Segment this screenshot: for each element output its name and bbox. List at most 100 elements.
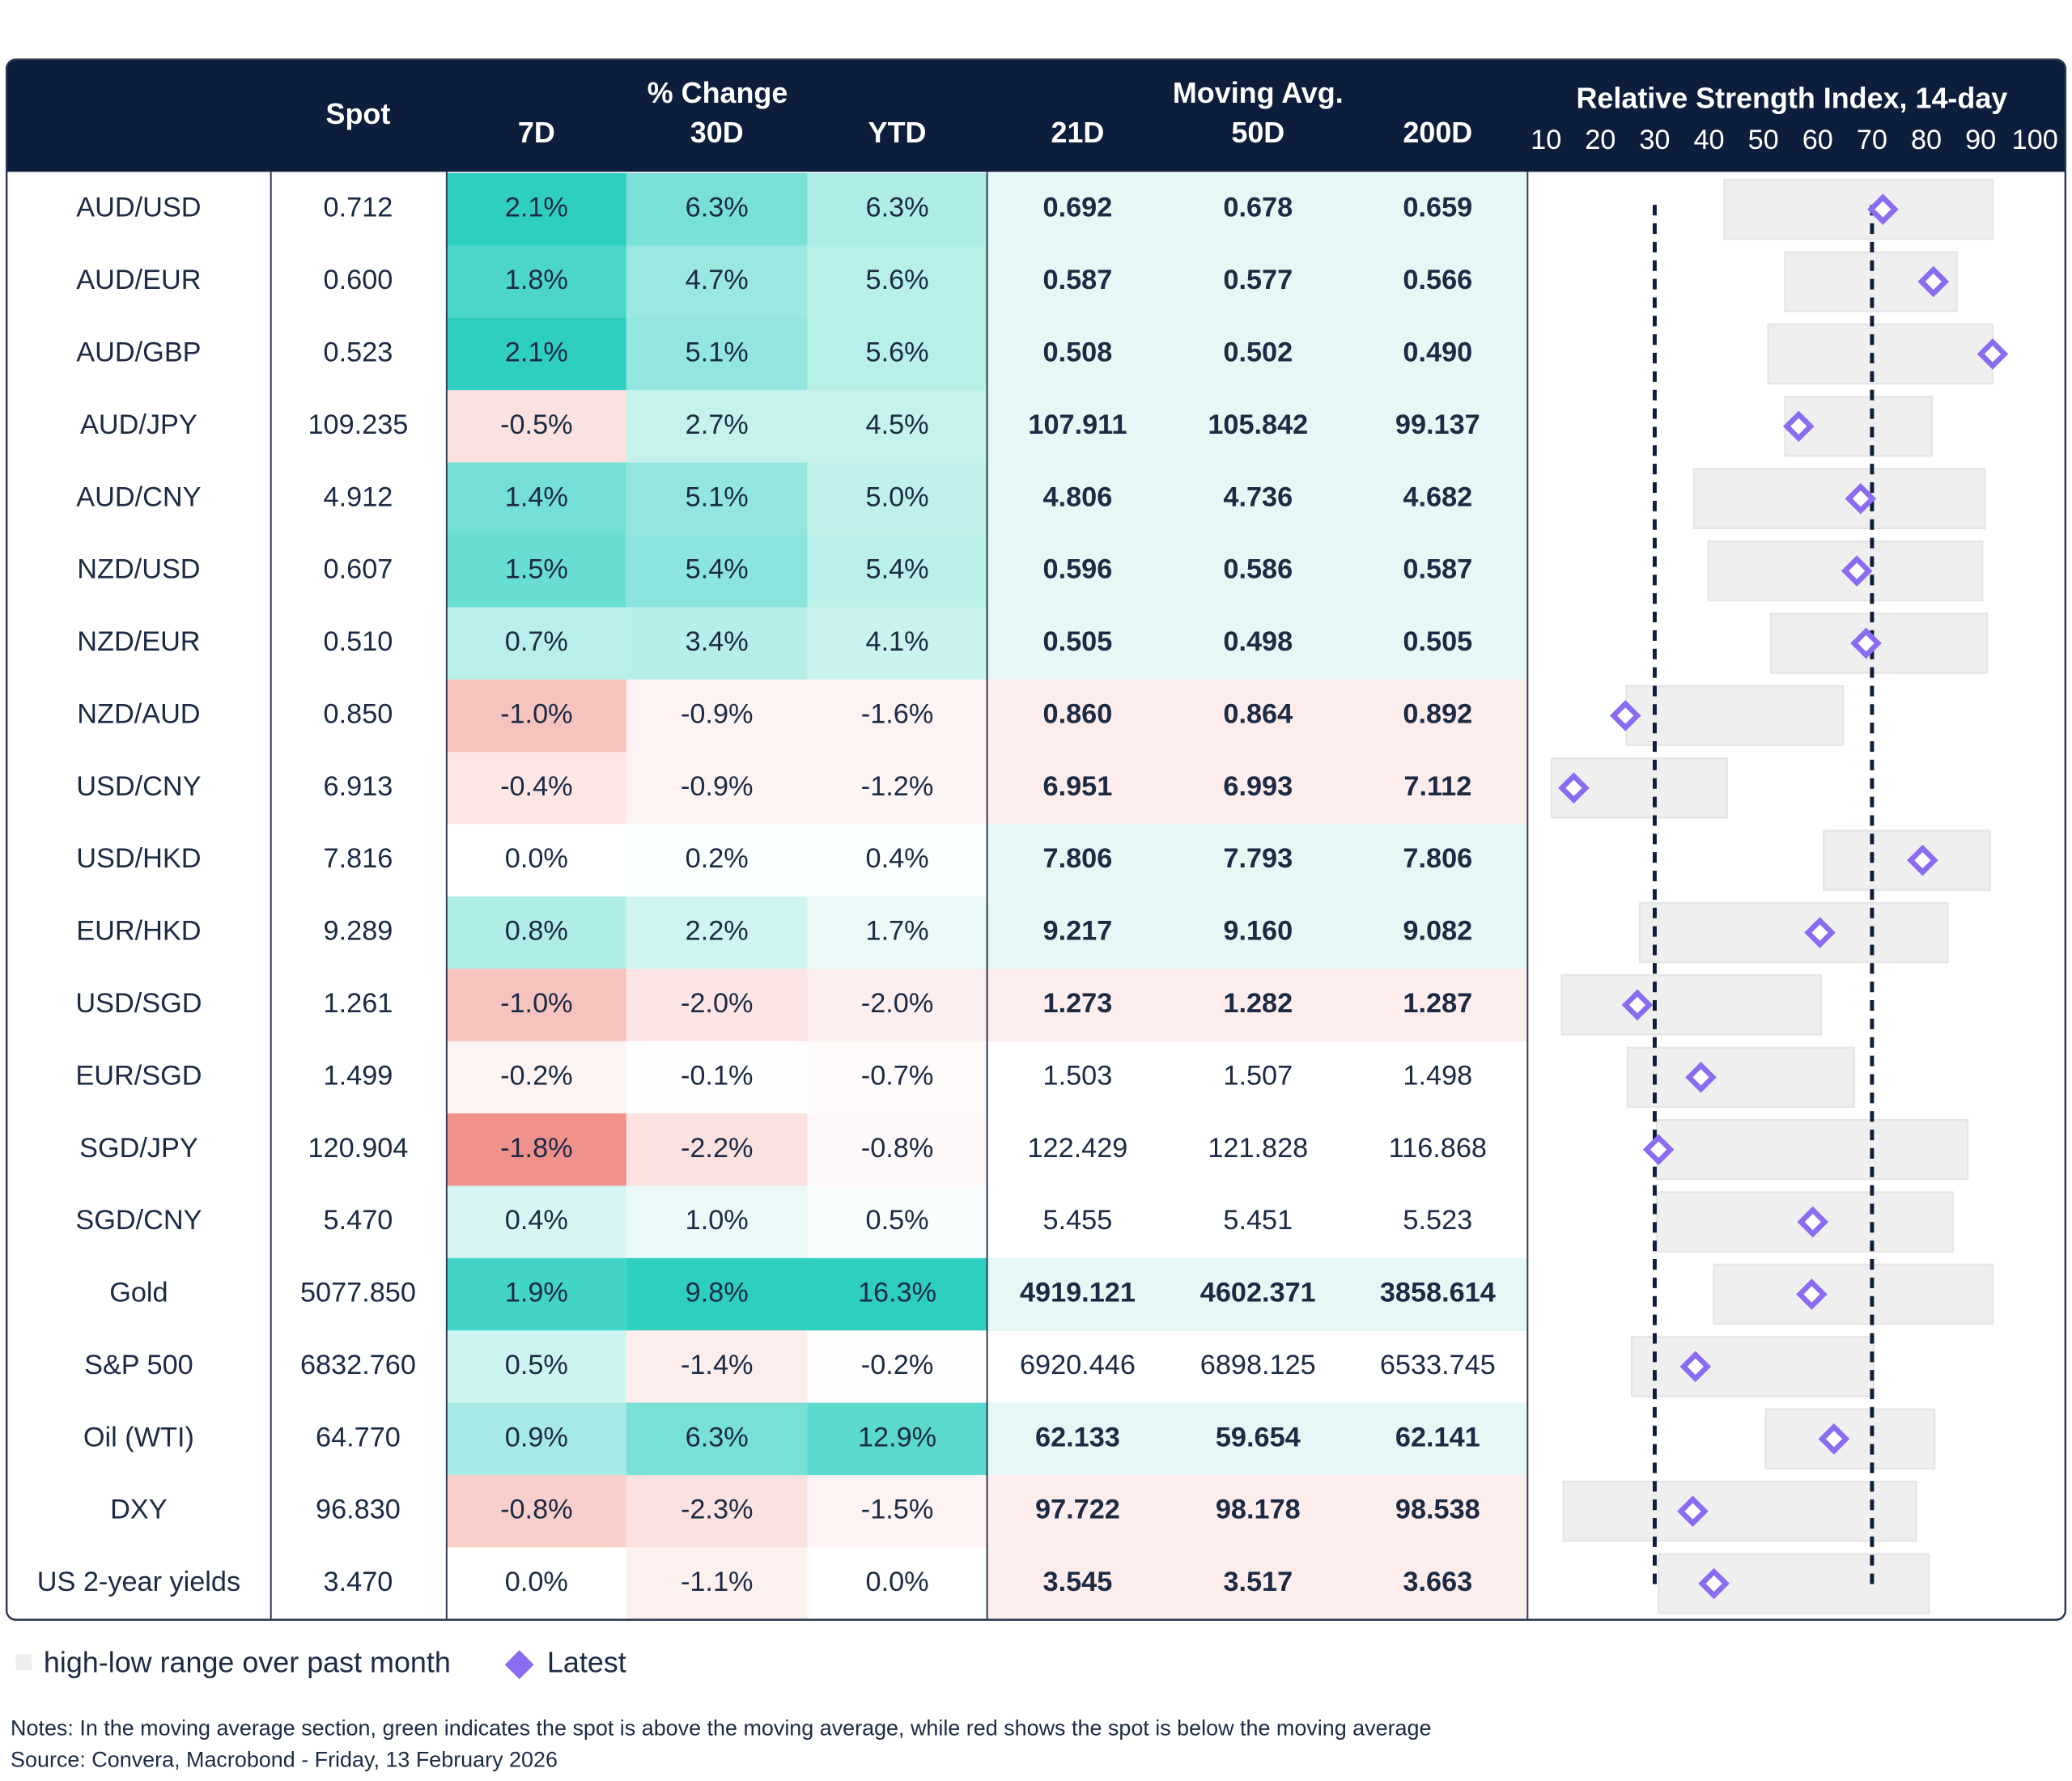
moving-avg-value: 9.082 (1403, 916, 1472, 947)
moving-avg-value: 0.860 (1043, 698, 1113, 729)
spot: 5.470 (324, 1205, 393, 1236)
change-value: -2.0% (681, 988, 754, 1019)
ma-row-bg (987, 1474, 1528, 1549)
ma-row-bg (987, 1402, 1528, 1476)
change-value: 9.8% (686, 1278, 749, 1308)
change-cell (807, 1474, 987, 1549)
change-value: 6.3% (866, 193, 929, 223)
change-value: -0.5% (500, 409, 573, 440)
rsi-title: Relative Strength Index, 14-day (1576, 82, 2007, 115)
change-value: 1.7% (866, 916, 929, 947)
change-cell (807, 1402, 987, 1476)
spot: 6832.760 (300, 1350, 416, 1380)
rsi-range (1723, 178, 1994, 240)
change-cell (626, 390, 808, 464)
header-bar (6, 59, 2066, 172)
moving-avg-value: 3.545 (1043, 1567, 1113, 1597)
change-value: -0.8% (500, 1495, 573, 1525)
rsi-latest (1679, 1351, 1712, 1383)
change-value: -0.8% (861, 1133, 934, 1164)
change-value: 0.4% (505, 1205, 568, 1236)
moving-avg-value: 0.692 (1043, 193, 1113, 223)
change-value: 0.5% (866, 1205, 929, 1236)
change-cell (626, 1257, 808, 1331)
source: Source: Convera, Macrobond - Friday, 13 … (11, 1748, 558, 1772)
moving-avg-value: 6898.125 (1200, 1350, 1316, 1380)
moving-avg-value: 5.523 (1403, 1205, 1472, 1236)
spot: 64.770 (316, 1422, 401, 1452)
moving-avg-value: 1.507 (1223, 1060, 1293, 1091)
rsi-tick-label: 50 (1748, 125, 1779, 155)
change-value: -1.5% (861, 1495, 934, 1525)
change-cell (626, 462, 808, 536)
change-value: -2.0% (861, 988, 934, 1019)
change-value: -0.9% (681, 698, 754, 729)
moving-avg-value: 116.868 (1389, 1133, 1487, 1164)
ma-row-bg (987, 607, 1528, 681)
change-cell (446, 896, 626, 970)
change-cell (626, 1547, 808, 1621)
change-cell (807, 1185, 987, 1259)
ma-row-bg (987, 172, 1528, 247)
moving-avg-value: 6533.745 (1380, 1350, 1496, 1380)
rsi-tick-label: 90 (1965, 125, 1996, 155)
change-cell (446, 1257, 626, 1331)
change-cell (807, 1547, 987, 1621)
moving-avg-value: 59.654 (1216, 1422, 1301, 1452)
change-value: 5.4% (866, 554, 929, 585)
row-label: USD/SGD (75, 988, 202, 1019)
change-value: -2.2% (681, 1133, 754, 1164)
change-value: 5.6% (866, 265, 929, 295)
change-cell (446, 1402, 626, 1476)
change-value: 0.4% (866, 843, 929, 874)
row-label: EUR/HKD (76, 916, 201, 947)
moving-avg-value: 0.490 (1403, 337, 1472, 368)
rsi-latest (1845, 482, 1877, 515)
rsi-latest (1841, 555, 1873, 587)
change-value: 0.5% (505, 1350, 568, 1380)
row-label: Gold (109, 1278, 168, 1308)
header-change: % Change (648, 76, 788, 109)
row-label: EUR/SGD (75, 1060, 202, 1091)
row-label: USD/CNY (76, 771, 201, 802)
change-value: -0.2% (861, 1350, 934, 1380)
change-value: -0.7% (861, 1060, 934, 1091)
row-label: SGD/CNY (75, 1205, 202, 1236)
change-cell (807, 752, 987, 825)
row-label: DXY (110, 1495, 168, 1525)
change-value: 5.1% (686, 337, 749, 368)
change-value: 1.0% (686, 1205, 749, 1236)
change-value: 1.5% (505, 554, 568, 585)
change-value: 4.1% (866, 626, 929, 657)
change-cell (626, 679, 808, 753)
change-value: 0.0% (866, 1567, 929, 1597)
row-label: US 2-year yields (37, 1567, 240, 1597)
rsi-latest (1621, 989, 1654, 1021)
change-cell (446, 390, 626, 464)
change-value: 5.6% (866, 337, 929, 368)
row-label: Oil (WTI) (83, 1422, 194, 1452)
rsi-latest (1642, 1134, 1675, 1166)
legend-range: high-low range over past month (44, 1646, 451, 1679)
spot: 3.470 (324, 1567, 393, 1597)
change-cell (626, 1474, 808, 1549)
moving-avg-value: 1.498 (1403, 1060, 1472, 1091)
row-label: SGD/JPY (79, 1133, 198, 1164)
header-spot: Spot (326, 97, 391, 130)
change-cell (807, 317, 987, 391)
rsi-latest (1796, 1279, 1828, 1310)
rsi-tick-label: 70 (1857, 125, 1887, 155)
rsi-range (1822, 829, 1991, 891)
moving-avg-value: 0.586 (1223, 554, 1293, 585)
moving-avg-value: 99.137 (1395, 409, 1480, 440)
change-value: -0.1% (681, 1060, 754, 1091)
rsi-latest (1804, 917, 1836, 948)
change-value: 0.8% (505, 916, 568, 947)
ma-row-bg (987, 679, 1528, 753)
moving-avg-value: 0.659 (1403, 193, 1472, 223)
moving-avg-value: 0.864 (1223, 698, 1293, 729)
rsi-tick-label: 10 (1531, 125, 1561, 155)
change-cell (446, 534, 626, 609)
ma-row-bg (987, 1257, 1528, 1331)
